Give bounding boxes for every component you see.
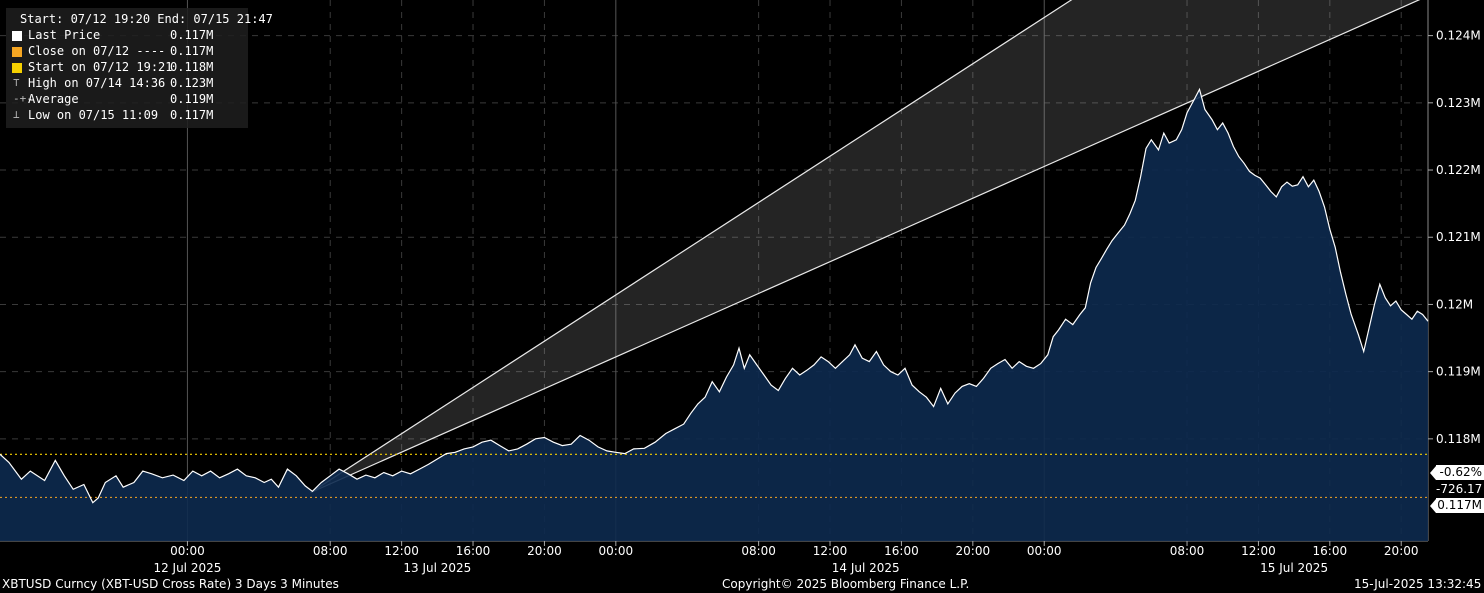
footer-security: XBTUSD Curncy (XBT-USD Cross Rate) 3 Day… xyxy=(2,577,339,591)
x-tick-label-11: 08:00 xyxy=(1170,544,1205,558)
x-tick-label-12: 12:00 xyxy=(1241,544,1276,558)
x-tick-label-6: 08:00 xyxy=(741,544,776,558)
price-line xyxy=(0,87,1429,504)
legend-item-low: ⊥ Low on 07/15 11:09 0.117M xyxy=(13,108,214,122)
y-tick-label-2: 0.12M xyxy=(1436,297,1473,311)
legend-item-close: Close on 07/12 ---- 0.117M xyxy=(12,44,244,60)
x-tick-label-13: 16:00 xyxy=(1313,544,1348,558)
x-tick-label-8: 16:00 xyxy=(884,544,919,558)
x-day-label-3: 15 Jul 2025 xyxy=(1260,561,1328,575)
x-tick-label-14: 20:00 xyxy=(1384,544,1419,558)
pct-change-label: -0.62% xyxy=(1430,465,1484,480)
x-tick-label-10: 00:00 xyxy=(1027,544,1062,558)
abs-change-label: -726.17 xyxy=(1436,482,1484,497)
x-day-label-2: 14 Jul 2025 xyxy=(832,561,900,575)
x-tick-label-7: 12:00 xyxy=(813,544,848,558)
channel-lower-line xyxy=(310,0,1421,494)
x-tick-label-4: 20:00 xyxy=(527,544,562,558)
y-tick-label-6: 0.124M xyxy=(1436,29,1481,43)
x-tick-label-1: 08:00 xyxy=(313,544,348,558)
x-tick-label-3: 16:00 xyxy=(456,544,491,558)
footer-copyright: Copyright© 2025 Bloomberg Finance L.P. xyxy=(722,577,970,591)
x-tick-label-5: 00:00 xyxy=(599,544,634,558)
footer-timestamp: 15-Jul-2025 13:32:45 xyxy=(1354,577,1482,591)
legend-swatch-orange xyxy=(12,47,22,57)
legend-item-average: -+- Average 0.119M xyxy=(13,92,214,106)
legend-item-high: ⊤ High on 07/14 14:36 0.123M xyxy=(13,76,214,90)
x-tick-label-0: 00:00 xyxy=(170,544,205,558)
x-tick-label-9: 20:00 xyxy=(956,544,991,558)
price-area xyxy=(0,89,1428,542)
y-tick-label-4: 0.122M xyxy=(1436,163,1481,177)
x-tick-label-2: 12:00 xyxy=(384,544,419,558)
channel-upper-line xyxy=(310,0,1073,494)
legend-swatch-yellow xyxy=(12,63,22,73)
x-day-label-0: 12 Jul 2025 xyxy=(153,561,221,575)
legend-header: Start: 07/12 19:20 End: 07/15 21:47 xyxy=(20,12,273,26)
y-tick-label-5: 0.123M xyxy=(1436,96,1481,110)
legend-item-start: Start on 07/12 19:21 0.118M xyxy=(12,60,244,76)
legend-panel: Start: 07/12 19:20 End: 07/15 21:47 Last… xyxy=(6,8,273,128)
legend-item-last-price: Last Price 0.117M xyxy=(12,28,244,44)
high-marker-icon: ⊤ xyxy=(13,76,20,89)
average-marker-icon: -+- xyxy=(13,92,33,105)
low-marker-icon: ⊥ xyxy=(13,108,20,121)
legend-swatch-white xyxy=(12,31,22,41)
y-tick-label-0: 0.118M xyxy=(1436,432,1481,446)
x-day-label-1: 13 Jul 2025 xyxy=(403,561,471,575)
last-price-label: 0.117M xyxy=(1430,498,1484,513)
y-tick-label-3: 0.121M xyxy=(1436,230,1481,244)
y-tick-label-1: 0.119M xyxy=(1436,365,1481,379)
